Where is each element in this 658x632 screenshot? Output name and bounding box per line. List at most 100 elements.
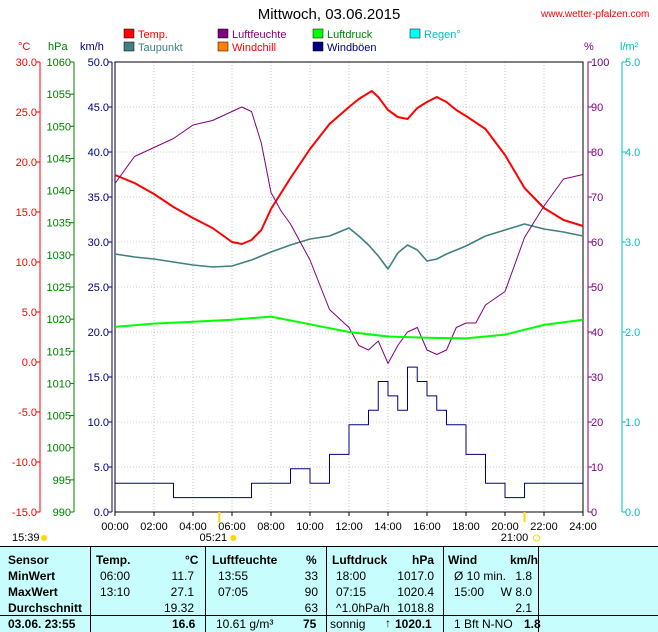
hdr-temp-unit: °C bbox=[185, 553, 199, 567]
pressure-tick-label: 990 bbox=[53, 507, 71, 519]
left-sun-icon bbox=[41, 535, 47, 541]
chart-title: Mittwoch, 03.06.2015 bbox=[257, 6, 401, 23]
pressure-tick-label: 1025 bbox=[47, 282, 71, 294]
row-press-value: 1020.4 bbox=[397, 585, 434, 599]
wind-tick-label: 5.0 bbox=[94, 462, 109, 474]
legend-swatch bbox=[312, 28, 324, 39]
pressure-tick-label: 1055 bbox=[47, 89, 71, 101]
site-link[interactable]: www.wetter-pfalzen.com bbox=[541, 9, 650, 20]
temp-tick-label: 25.0 bbox=[16, 107, 37, 119]
pressure-tick-label: 1010 bbox=[47, 378, 71, 390]
hdr-press-unit: hPa bbox=[412, 553, 435, 567]
legend-swatch bbox=[123, 41, 135, 52]
row-hum-value: 90 bbox=[304, 585, 318, 599]
x-tick-label: 16:00 bbox=[413, 521, 441, 533]
summary-table: Sensor Temp. °C Luftfeuchte % Luftdruck … bbox=[0, 546, 658, 632]
pressure-tick-label: 995 bbox=[53, 475, 71, 487]
pressure-tick-label: 1045 bbox=[47, 153, 71, 165]
wind-tick-label: 40.0 bbox=[88, 147, 109, 159]
legend-label: Windböen bbox=[327, 42, 377, 54]
temp-tick-label: -10.0 bbox=[12, 457, 37, 469]
legend-swatch bbox=[409, 28, 421, 39]
temp-tick-label: -15.0 bbox=[12, 507, 37, 519]
row-label: Durchschnitt bbox=[8, 601, 83, 615]
legend-label: Regen° bbox=[424, 29, 461, 41]
pressure-unit-label: hPa bbox=[48, 41, 68, 53]
humidity-unit-label: % bbox=[584, 41, 594, 53]
row-hum-time: 07:05 bbox=[218, 585, 249, 599]
current-pressure: 1020.1 bbox=[395, 617, 432, 631]
sunset-label: 21:00 bbox=[501, 532, 529, 544]
wind-tick-label: 30.0 bbox=[88, 237, 109, 249]
series-temp-line bbox=[114, 90, 584, 245]
sunrise-label: 05:21 bbox=[200, 532, 228, 544]
x-tick-label: 04:00 bbox=[179, 521, 207, 533]
legend: Temp. Luftfeuchte Luftdruck Regen° Taupunkt W… bbox=[123, 28, 461, 54]
temp-tick-label: -5.0 bbox=[18, 407, 37, 419]
pressure-tick-label: 1030 bbox=[47, 250, 71, 262]
pressure-tick-label: 1050 bbox=[47, 121, 71, 133]
chart-area: Temp. Luftfeuchte Luftdruck Regen° Taupunkt W… bbox=[12, 28, 640, 544]
humidity-tick-label: 90 bbox=[591, 102, 603, 114]
current-wind: 1.8 bbox=[524, 617, 541, 631]
row-wind-time: Ø 10 min. bbox=[454, 569, 507, 583]
row-label: MaxWert bbox=[8, 585, 58, 599]
legend-swatch bbox=[217, 41, 229, 52]
legend-label: Temp. bbox=[138, 29, 168, 41]
humidity-tick-label: 100 bbox=[591, 57, 609, 69]
row-press-time: 18:00 bbox=[336, 569, 367, 583]
pressure-tick-label: 1005 bbox=[47, 411, 71, 423]
current-condition: sonnig bbox=[330, 617, 366, 631]
x-tick-label: 06:00 bbox=[218, 521, 246, 533]
temp-tick-label: 15.0 bbox=[16, 207, 37, 219]
row-wind-value: W 8.0 bbox=[500, 585, 532, 599]
row-hum-time: 13:55 bbox=[218, 569, 249, 583]
hdr-hum: Luftfeuchte bbox=[212, 553, 278, 567]
temp-unit-label: °C bbox=[18, 41, 30, 53]
temp-tick-label: 5.0 bbox=[22, 307, 37, 319]
wind-tick-label: 10.0 bbox=[88, 417, 109, 429]
x-tick-label: 12:00 bbox=[335, 521, 363, 533]
current-humidity: 75 bbox=[303, 617, 317, 631]
row-hum-value: 33 bbox=[304, 569, 318, 583]
legend-label: Luftfeuchte bbox=[232, 29, 286, 41]
humidity-tick-label: 30 bbox=[591, 372, 603, 384]
humidity-tick-label: 80 bbox=[591, 147, 603, 159]
legend-label: Taupunkt bbox=[138, 42, 183, 54]
x-tick-label: 00:00 bbox=[101, 521, 129, 533]
wind-tick-label: 0.0 bbox=[94, 507, 109, 519]
wind-tick-label: 25.0 bbox=[88, 282, 109, 294]
pressure-tick-label: 1000 bbox=[47, 443, 71, 455]
wind-tick-label: 50.0 bbox=[88, 57, 109, 69]
row-press-value: 1018.8 bbox=[397, 601, 434, 615]
current-label: 03.06. 23:55 bbox=[8, 617, 76, 631]
x-tick-label: 20:00 bbox=[491, 521, 519, 533]
x-tick-label: 02:00 bbox=[140, 521, 168, 533]
row-press-time: ^1.0hPa/h bbox=[336, 601, 390, 615]
rain-tick-label: 2.0 bbox=[625, 327, 640, 339]
hdr-wind-unit: km/h bbox=[510, 553, 539, 567]
sunrise-icon bbox=[230, 535, 237, 541]
rain-tick-label: 0.0 bbox=[625, 507, 640, 519]
humidity-tick-label: 40 bbox=[591, 327, 603, 339]
humidity-tick-label: 50 bbox=[591, 282, 603, 294]
current-wind-bft: 1 Bft N-NO bbox=[454, 617, 513, 631]
hdr-wind: Wind bbox=[448, 553, 478, 567]
sunset-icon bbox=[533, 534, 540, 542]
wind-unit-label: km/h bbox=[80, 41, 104, 53]
row-wind-value: 2.1 bbox=[515, 601, 532, 615]
wind-tick-label: 20.0 bbox=[88, 327, 109, 339]
axes: 30.0 25.0 20.0 15.0 10.0 5.0 0.0 -5.0 -10.0 -15.0… bbox=[12, 57, 640, 519]
hdr-press: Luftdruck bbox=[332, 553, 388, 567]
current-abs-humidity: 10.61 g/m³ bbox=[216, 617, 274, 631]
humidity-tick-label: 20 bbox=[591, 417, 603, 429]
legend-label: Windchill bbox=[232, 42, 276, 54]
x-tick-label: 08:00 bbox=[257, 521, 285, 533]
hdr-temp: Temp. bbox=[96, 553, 131, 567]
hdr-hum-unit: % bbox=[306, 553, 317, 567]
sun-markers: 05:21 21:00 15:39 bbox=[12, 512, 540, 544]
row-temp-time: 13:10 bbox=[100, 585, 131, 599]
temp-tick-label: 10.0 bbox=[16, 257, 37, 269]
axis-units: °C hPa km/h% l/m² bbox=[18, 41, 639, 53]
x-tick-label: 14:00 bbox=[374, 521, 402, 533]
